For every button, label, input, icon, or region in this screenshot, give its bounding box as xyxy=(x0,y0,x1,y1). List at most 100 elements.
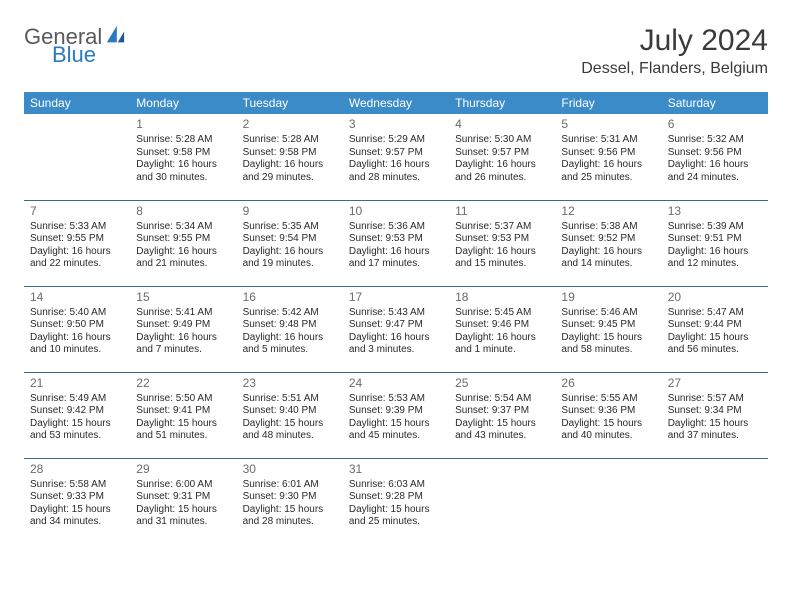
calendar-week-row: 28Sunrise: 5:58 AMSunset: 9:33 PMDayligh… xyxy=(24,458,768,544)
calendar-day-cell: 26Sunrise: 5:55 AMSunset: 9:36 PMDayligh… xyxy=(555,372,661,458)
calendar-day-cell: 6Sunrise: 5:32 AMSunset: 9:56 PMDaylight… xyxy=(662,114,768,200)
calendar-day-cell: 21Sunrise: 5:49 AMSunset: 9:42 PMDayligh… xyxy=(24,372,130,458)
day-number: 18 xyxy=(455,290,549,305)
sunrise-line: Sunrise: 5:28 AM xyxy=(243,134,337,147)
sunset-line: Sunset: 9:58 PM xyxy=(243,147,337,160)
calendar-day-cell: 29Sunrise: 6:00 AMSunset: 9:31 PMDayligh… xyxy=(130,458,236,544)
day-number: 29 xyxy=(136,462,230,477)
calendar-day-cell: 1 Sunrise: 5:28 AMSunset: 9:58 PMDaylight… xyxy=(130,114,236,200)
calendar-day-cell: 13 Sunrise: 5:39 AMSunset: 9:51 PMDayligh… xyxy=(662,200,768,286)
daylight-line: Daylight: 16 hours and 12 minutes. xyxy=(668,246,762,271)
daylight-line: Daylight: 16 hours and 17 minutes. xyxy=(349,246,443,271)
day-number: 5 xyxy=(561,117,655,132)
sunrise-line: Sunrise: 5:43 AM xyxy=(349,307,443,320)
calendar-day-cell: 16Sunrise: 5:42 AMSunset: 9:48 PMDayligh… xyxy=(237,286,343,372)
sunrise-line: Sunrise: 5:57 AM xyxy=(668,393,762,406)
sunrise-line: Sunrise: 5:28 AM xyxy=(136,134,230,147)
day-number: 10 xyxy=(349,204,443,219)
sunrise-line: Sunrise: 5:37 AM xyxy=(455,221,549,234)
sunset-line: Sunset: 9:47 PM xyxy=(349,319,443,332)
sunset-line: Sunset: 9:40 PM xyxy=(243,405,337,418)
calendar-day-cell: 18Sunrise: 5:45 AMSunset: 9:46 PMDayligh… xyxy=(449,286,555,372)
daylight-line: Daylight: 15 hours and 31 minutes. xyxy=(136,504,230,529)
sunrise-line: Sunrise: 5:30 AM xyxy=(455,134,549,147)
sunrise-line: Sunrise: 5:38 AM xyxy=(561,221,655,234)
calendar-day-cell: 23Sunrise: 5:51 AMSunset: 9:40 PMDayligh… xyxy=(237,372,343,458)
daylight-line: Daylight: 16 hours and 25 minutes. xyxy=(561,159,655,184)
calendar-day-cell: 30Sunrise: 6:01 AMSunset: 9:30 PMDayligh… xyxy=(237,458,343,544)
day-number: 13 xyxy=(668,204,762,219)
logo: General Blue xyxy=(24,24,126,66)
day-number: 12 xyxy=(561,204,655,219)
day-number: 9 xyxy=(243,204,337,219)
calendar-day-cell: 25Sunrise: 5:54 AMSunset: 9:37 PMDayligh… xyxy=(449,372,555,458)
weekday-header: Sunday xyxy=(24,92,130,114)
sunrise-line: Sunrise: 5:34 AM xyxy=(136,221,230,234)
daylight-line: Daylight: 16 hours and 7 minutes. xyxy=(136,332,230,357)
sunset-line: Sunset: 9:51 PM xyxy=(668,233,762,246)
sunset-line: Sunset: 9:42 PM xyxy=(30,405,124,418)
calendar-day-cell: 17Sunrise: 5:43 AMSunset: 9:47 PMDayligh… xyxy=(343,286,449,372)
sunrise-line: Sunrise: 5:46 AM xyxy=(561,307,655,320)
daylight-line: Daylight: 16 hours and 30 minutes. xyxy=(136,159,230,184)
calendar-day-cell: 12Sunrise: 5:38 AMSunset: 9:52 PMDayligh… xyxy=(555,200,661,286)
weekday-header: Wednesday xyxy=(343,92,449,114)
daylight-line: Daylight: 16 hours and 3 minutes. xyxy=(349,332,443,357)
daylight-line: Daylight: 16 hours and 24 minutes. xyxy=(668,159,762,184)
daylight-line: Daylight: 15 hours and 25 minutes. xyxy=(349,504,443,529)
day-number: 22 xyxy=(136,376,230,391)
daylight-line: Daylight: 15 hours and 56 minutes. xyxy=(668,332,762,357)
calendar-day-cell: 7Sunrise: 5:33 AMSunset: 9:55 PMDaylight… xyxy=(24,200,130,286)
sunset-line: Sunset: 9:55 PM xyxy=(136,233,230,246)
sunset-line: Sunset: 9:34 PM xyxy=(668,405,762,418)
sunset-line: Sunset: 9:56 PM xyxy=(561,147,655,160)
calendar-week-row: 14Sunrise: 5:40 AMSunset: 9:50 PMDayligh… xyxy=(24,286,768,372)
weekday-header: Friday xyxy=(555,92,661,114)
day-number: 25 xyxy=(455,376,549,391)
calendar-day-cell xyxy=(449,458,555,544)
weekday-header: Thursday xyxy=(449,92,555,114)
day-number: 1 xyxy=(136,117,230,132)
sunrise-line: Sunrise: 5:32 AM xyxy=(668,134,762,147)
calendar-day-cell: 4Sunrise: 5:30 AMSunset: 9:57 PMDaylight… xyxy=(449,114,555,200)
sunrise-line: Sunrise: 5:49 AM xyxy=(30,393,124,406)
calendar-day-cell: 11Sunrise: 5:37 AMSunset: 9:53 PMDayligh… xyxy=(449,200,555,286)
sunrise-line: Sunrise: 5:53 AM xyxy=(349,393,443,406)
day-number: 20 xyxy=(668,290,762,305)
sunset-line: Sunset: 9:57 PM xyxy=(455,147,549,160)
day-number: 19 xyxy=(561,290,655,305)
daylight-line: Daylight: 15 hours and 43 minutes. xyxy=(455,418,549,443)
calendar-day-cell xyxy=(662,458,768,544)
daylight-line: Daylight: 15 hours and 45 minutes. xyxy=(349,418,443,443)
day-number: 26 xyxy=(561,376,655,391)
daylight-line: Daylight: 16 hours and 28 minutes. xyxy=(349,159,443,184)
weekday-header: Saturday xyxy=(662,92,768,114)
daylight-line: Daylight: 15 hours and 48 minutes. xyxy=(243,418,337,443)
sunrise-line: Sunrise: 5:39 AM xyxy=(668,221,762,234)
day-number: 31 xyxy=(349,462,443,477)
sunset-line: Sunset: 9:37 PM xyxy=(455,405,549,418)
day-number: 15 xyxy=(136,290,230,305)
sunset-line: Sunset: 9:58 PM xyxy=(136,147,230,160)
sunset-line: Sunset: 9:48 PM xyxy=(243,319,337,332)
page-title: July 2024 xyxy=(581,24,768,58)
sunset-line: Sunset: 9:28 PM xyxy=(349,491,443,504)
daylight-line: Daylight: 15 hours and 28 minutes. xyxy=(243,504,337,529)
day-number: 28 xyxy=(30,462,124,477)
sunrise-line: Sunrise: 5:45 AM xyxy=(455,307,549,320)
day-number: 27 xyxy=(668,376,762,391)
logo-text-blue: Blue xyxy=(52,44,126,66)
calendar-day-cell: 14Sunrise: 5:40 AMSunset: 9:50 PMDayligh… xyxy=(24,286,130,372)
sunrise-line: Sunrise: 5:40 AM xyxy=(30,307,124,320)
sunrise-line: Sunrise: 5:31 AM xyxy=(561,134,655,147)
calendar-day-cell: 27Sunrise: 5:57 AMSunset: 9:34 PMDayligh… xyxy=(662,372,768,458)
calendar-week-row: 7Sunrise: 5:33 AMSunset: 9:55 PMDaylight… xyxy=(24,200,768,286)
sunset-line: Sunset: 9:33 PM xyxy=(30,491,124,504)
daylight-line: Daylight: 16 hours and 26 minutes. xyxy=(455,159,549,184)
sunrise-line: Sunrise: 5:41 AM xyxy=(136,307,230,320)
calendar-week-row: 21Sunrise: 5:49 AMSunset: 9:42 PMDayligh… xyxy=(24,372,768,458)
day-number: 3 xyxy=(349,117,443,132)
calendar-day-cell: 10Sunrise: 5:36 AMSunset: 9:53 PMDayligh… xyxy=(343,200,449,286)
calendar-day-cell: 3Sunrise: 5:29 AMSunset: 9:57 PMDaylight… xyxy=(343,114,449,200)
title-block: July 2024 Dessel, Flanders, Belgium xyxy=(581,24,768,88)
